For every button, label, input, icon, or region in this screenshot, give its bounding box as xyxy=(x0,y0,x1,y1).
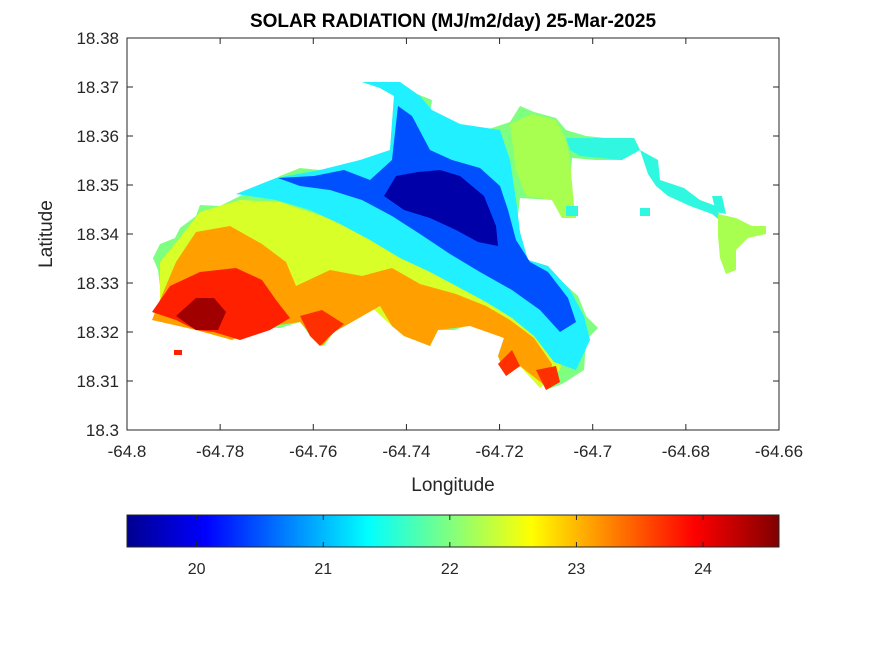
east-strip xyxy=(566,138,722,222)
hotspot-darkred xyxy=(176,298,226,330)
x-tick-label: -64.8 xyxy=(108,442,147,461)
band-blue xyxy=(278,106,576,332)
x-tick-label: -64.7 xyxy=(573,442,612,461)
hotspot-red-se xyxy=(498,350,560,390)
x-axis: -64.8 -64.78 -64.76 -64.74 -64.72 -64.7 -64.68… xyxy=(108,38,803,461)
y-tick-label: 18.37 xyxy=(76,78,119,97)
colorbar-tick-label: 23 xyxy=(568,561,586,578)
colorbar-ticks: 20 21 22 23 24 xyxy=(188,515,712,578)
small-islet xyxy=(174,350,182,355)
colorbar xyxy=(126,514,780,548)
colorbar-tick-label: 21 xyxy=(314,561,332,578)
colorbar-tick-label: 22 xyxy=(441,561,459,578)
ne-island-green xyxy=(510,114,576,218)
x-axis-label: Longitude xyxy=(411,475,494,496)
x-tick-label: -64.76 xyxy=(289,442,337,461)
y-tick-label: 18.31 xyxy=(76,372,119,391)
y-tick-label: 18.35 xyxy=(76,176,119,195)
colorbar-tick-label: 24 xyxy=(694,561,712,578)
chart-title: SOLAR RADIATION (MJ/m2/day) 25-Mar-2025 xyxy=(250,11,657,32)
y-axis-label: Latitude xyxy=(36,200,57,268)
x-tick-label: -64.74 xyxy=(382,442,430,461)
y-tick-label: 18.36 xyxy=(76,127,119,146)
east-islet xyxy=(718,214,766,274)
y-tick-label: 18.32 xyxy=(76,323,119,342)
x-tick-label: -64.66 xyxy=(755,442,803,461)
y-tick-label: 18.3 xyxy=(86,421,119,440)
y-tick-label: 18.38 xyxy=(76,29,119,48)
colorbar-tick-label: 20 xyxy=(188,561,206,578)
hotspot-red-s xyxy=(300,310,344,346)
east-islet-edge xyxy=(566,196,726,216)
core-darkblue xyxy=(384,170,498,246)
band-orange xyxy=(152,226,552,388)
x-tick-label: -64.68 xyxy=(662,442,710,461)
x-tick-label: -64.78 xyxy=(196,442,244,461)
radiation-field xyxy=(152,82,766,390)
x-tick-label: -64.72 xyxy=(475,442,523,461)
y-axis: 18.3 18.31 18.32 18.33 18.34 18.35 18.36 18.37 1… xyxy=(76,29,779,440)
y-tick-label: 18.34 xyxy=(76,225,119,244)
y-tick-label: 18.33 xyxy=(76,274,119,293)
